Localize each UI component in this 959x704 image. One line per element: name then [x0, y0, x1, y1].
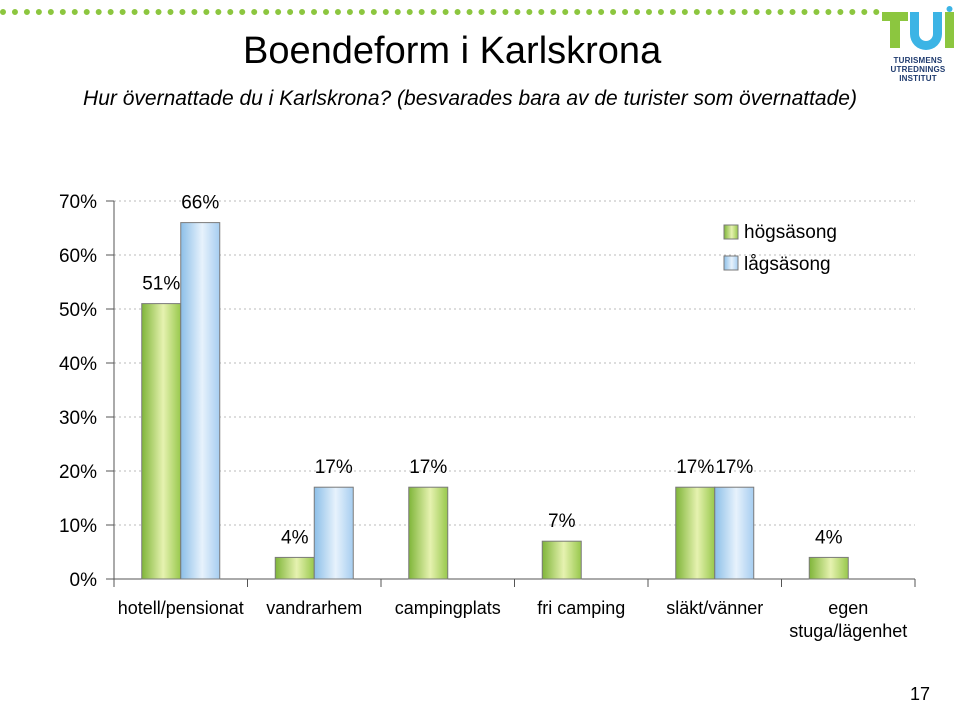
grid-lines — [114, 200, 915, 526]
bars — [141, 222, 849, 580]
data-label-hogsasong: 17% — [676, 457, 714, 478]
x-tick-label: fri camping — [537, 598, 625, 618]
top-dotted-bar — [0, 9, 880, 15]
bar-lagsasong — [313, 486, 354, 580]
bar-hogsasong — [541, 540, 582, 580]
page-title: Boendeform i Karlskrona — [243, 30, 662, 72]
bar-hogsasong — [274, 556, 315, 580]
legend-label-lagsasong: lågsäsong — [744, 254, 831, 275]
page-number: 17 — [909, 684, 930, 704]
logo-line-3: INSTITUT — [899, 74, 937, 83]
bar-hogsasong — [808, 556, 849, 580]
x-tick-label: hotell/pensionat — [118, 598, 244, 618]
x-tick-label: campingplats — [395, 598, 501, 618]
data-label-lagsasong: 66% — [181, 193, 219, 214]
bar-lagsasong — [180, 222, 221, 580]
y-tick-label: 40% — [59, 354, 97, 375]
x-tick-label: vandrarhem — [266, 598, 362, 618]
legend: högsäsong lågsäsong — [723, 222, 837, 275]
y-tick-label: 60% — [59, 246, 97, 267]
bar-hogsasong — [141, 303, 182, 580]
y-tick-label: 30% — [59, 408, 97, 429]
y-tick-label: 20% — [59, 462, 97, 483]
logo-line-1: TURISMENS — [893, 56, 943, 65]
tui-logo: TURISMENS UTREDNINGS INSTITUT — [878, 6, 958, 86]
bar-chart: 0% 10% 20% 30% 40% 50% 60% 70% hotell/pensionat v… — [59, 192, 916, 641]
tui-wordmark-icon — [882, 6, 954, 50]
bar-hogsasong — [408, 486, 449, 580]
y-tick-label: 50% — [59, 300, 97, 321]
data-label-hogsasong: 7% — [548, 511, 576, 532]
data-label-lagsasong: 17% — [715, 457, 753, 478]
legend-swatch-hogsasong — [723, 224, 739, 240]
data-label-hogsasong: 17% — [409, 457, 447, 478]
axes: 0% 10% 20% 30% 40% 50% 60% 70% hotell/pensionat v… — [59, 192, 916, 641]
data-labels: 51%66%4%17% 17%7%17% 17%4% — [142, 193, 842, 549]
y-tick-label: 0% — [70, 570, 98, 591]
bar-hogsasong — [675, 486, 716, 580]
legend-label-hogsasong: högsäsong — [744, 222, 837, 243]
data-label-hogsasong: 4% — [281, 527, 309, 548]
y-tick-label: 70% — [59, 192, 97, 213]
logo-line-2: UTREDNINGS — [890, 65, 946, 74]
data-label-hogsasong: 4% — [815, 527, 843, 548]
y-tick-label: 10% — [59, 516, 97, 537]
bar-lagsasong — [714, 486, 755, 580]
x-tick-label: egen stuga/lägenhet — [789, 598, 907, 641]
legend-swatch-lagsasong — [723, 255, 739, 271]
data-label-hogsasong: 51% — [142, 274, 180, 295]
x-tick-label: släkt/vänner — [666, 598, 763, 618]
page-subtitle: Hur övernattade du i Karlskrona? (besvar… — [83, 87, 857, 110]
data-label-lagsasong: 17% — [315, 457, 353, 478]
